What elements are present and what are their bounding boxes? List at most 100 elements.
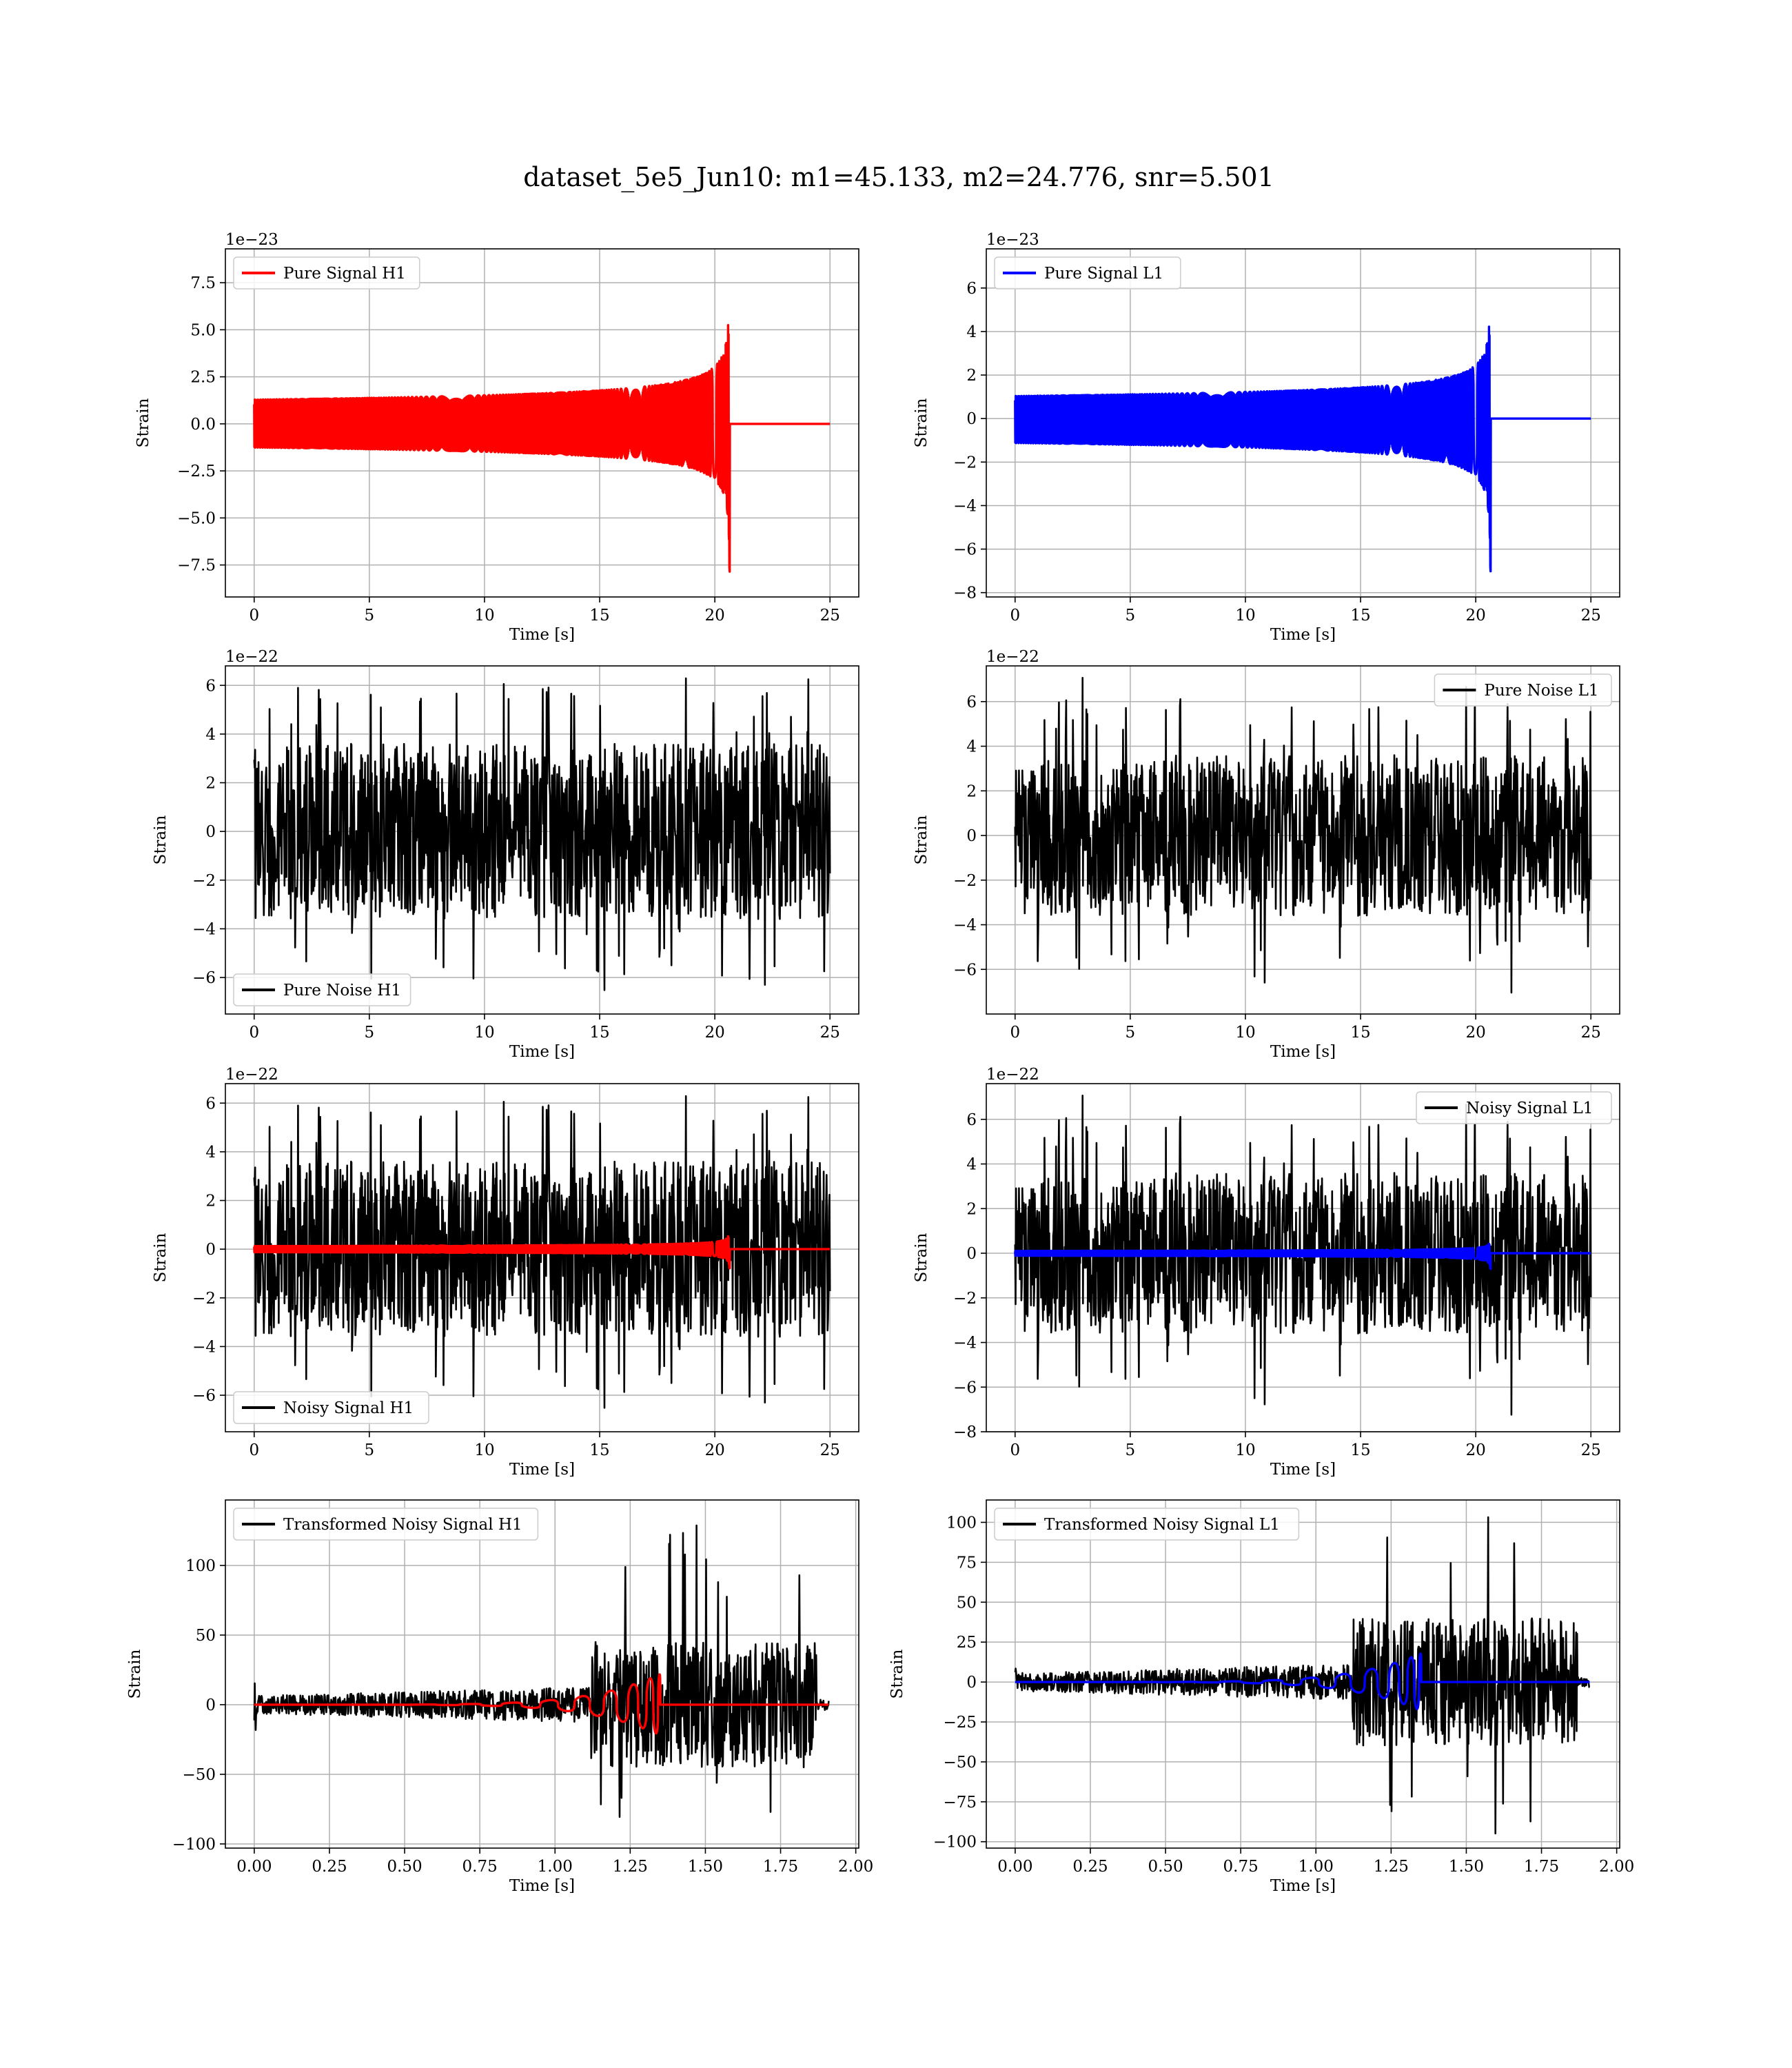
x-tick-label: 15 xyxy=(589,1441,609,1459)
legend-label: Pure Noise L1 xyxy=(1484,682,1598,700)
x-tick-label: 10 xyxy=(474,1024,494,1042)
y-axis-label: Strain xyxy=(126,1649,144,1699)
x-tick-label: 20 xyxy=(704,1441,724,1459)
x-axis-label: Time [s] xyxy=(1270,626,1336,644)
series-line-overlay xyxy=(1014,1242,1592,1270)
x-tick-label: 1.50 xyxy=(1449,1858,1484,1876)
x-tick-label: 0 xyxy=(249,1024,259,1042)
y-axis-label: Strain xyxy=(152,815,170,864)
y-tick-label: −4 xyxy=(192,1338,216,1356)
y-tick-label: 2 xyxy=(966,1200,977,1218)
x-tick-label: 0 xyxy=(249,607,259,625)
y-tick-label: 75 xyxy=(957,1554,977,1572)
y-tick-label: 4 xyxy=(966,1156,977,1174)
y-tick-label: −25 xyxy=(943,1714,977,1732)
legend-box xyxy=(233,973,411,1006)
x-axis-label: Time [s] xyxy=(1270,1043,1336,1061)
y-tick-label: −2 xyxy=(953,454,977,472)
legend-box xyxy=(1434,673,1612,707)
noisy-signal-l1-panel: 0 5 10 15 20 25 −8 −6 −4 −2 0 2 4 6 Time [s] Strain 1e−2… xyxy=(913,1066,1620,1479)
y-tick-label: 6 xyxy=(205,1095,216,1113)
y-tick-label: −100 xyxy=(172,1836,216,1854)
axis-offset-label: 1e−22 xyxy=(225,648,278,666)
y-tick-label: 2 xyxy=(205,775,216,793)
y-tick-label: −5.0 xyxy=(177,509,216,527)
x-axis-label: Time [s] xyxy=(509,626,575,644)
plot-frame xyxy=(225,665,859,1015)
x-tick-label: 20 xyxy=(704,1024,724,1042)
y-tick-label: 0 xyxy=(205,1696,216,1714)
series-line-pure-noise-h1 xyxy=(253,677,831,991)
y-tick-label: −6 xyxy=(953,1379,977,1397)
pure-noise-l1-panel: 0 5 10 15 20 25 −6 −4 −2 0 2 4 6 Time [s] Strain 1e−22 P… xyxy=(913,648,1620,1061)
x-tick-label: 15 xyxy=(1350,607,1370,625)
x-tick-label: 0.00 xyxy=(236,1858,272,1876)
y-tick-label: −8 xyxy=(953,1423,977,1441)
pure-signal-l1-panel: 0 5 10 15 20 25 −8 −6 −4 −2 0 2 4 6 Time [s] Strain 1e−2… xyxy=(913,231,1620,644)
legend-label: Pure Noise H1 xyxy=(283,982,401,1000)
legend-box xyxy=(1416,1091,1612,1124)
legend-label: Noisy Signal L1 xyxy=(1466,1099,1593,1117)
x-tick-label: 2.00 xyxy=(838,1858,873,1876)
legend: Transformed Noisy Signal H1 xyxy=(233,1508,539,1541)
series-group xyxy=(253,677,831,991)
y-tick-label: 0 xyxy=(966,827,977,845)
y-tick-label: −4 xyxy=(953,917,977,935)
x-tick-label: 25 xyxy=(820,1441,840,1459)
x-tick-label: 25 xyxy=(1581,1024,1601,1042)
legend: Pure Noise L1 xyxy=(1434,673,1612,707)
x-tick-label: 5 xyxy=(365,1024,375,1042)
legend: Transformed Noisy Signal L1 xyxy=(994,1508,1300,1541)
legend-box xyxy=(233,1391,429,1424)
x-tick-label: 0.75 xyxy=(1223,1858,1259,1876)
y-axis-label: Strain xyxy=(913,815,930,864)
legend-box xyxy=(233,1508,539,1541)
series-line-pure-signal-l1 xyxy=(1014,325,1592,573)
x-tick-label: 10 xyxy=(1235,1441,1255,1459)
series-group xyxy=(253,1524,830,1818)
y-tick-label: −2 xyxy=(953,872,977,890)
y-tick-label: 4 xyxy=(966,738,977,756)
y-tick-label: 2.5 xyxy=(190,369,216,387)
plot-frame xyxy=(225,248,859,598)
x-tick-label: 0.25 xyxy=(312,1858,347,1876)
y-tick-label: −8 xyxy=(953,585,977,602)
x-axis-label: Time [s] xyxy=(1270,1461,1336,1479)
y-tick-label: 4 xyxy=(205,726,216,744)
y-tick-label: 0 xyxy=(966,1245,977,1263)
y-tick-label: 100 xyxy=(946,1514,977,1532)
y-tick-label: 100 xyxy=(185,1557,216,1575)
series-line-transformed-noisy-signal-l1 xyxy=(1014,1516,1591,1834)
axis-offset-label: 1e−22 xyxy=(225,1066,278,1084)
x-tick-label: 25 xyxy=(820,1024,840,1042)
legend-label: Pure Signal H1 xyxy=(283,265,406,283)
x-tick-label: 10 xyxy=(474,607,494,625)
y-tick-label: −6 xyxy=(953,541,977,559)
y-tick-label: 2 xyxy=(966,367,977,385)
y-tick-label: −4 xyxy=(192,920,216,938)
y-tick-label: −2.5 xyxy=(177,463,216,480)
x-tick-label: 1.25 xyxy=(1374,1858,1409,1876)
figure-title: dataset_5e5_Jun10: m1=45.133, m2=24.776,… xyxy=(523,162,1274,193)
axis-offset-label: 1e−23 xyxy=(225,231,278,249)
plot-frame xyxy=(225,1499,859,1849)
series-group xyxy=(1014,677,1592,994)
series-line-transformed-noisy-signal-h1 xyxy=(253,1524,830,1818)
y-tick-label: −100 xyxy=(933,1834,977,1852)
series-line-noisy-signal-l1 xyxy=(1014,1095,1592,1416)
x-axis-label: Time [s] xyxy=(509,1877,575,1895)
y-tick-label: −50 xyxy=(182,1766,216,1784)
x-tick-label: 15 xyxy=(589,607,609,625)
x-tick-label: 10 xyxy=(1235,1024,1255,1042)
legend-label: Noisy Signal H1 xyxy=(283,1399,414,1417)
y-tick-label: 4 xyxy=(205,1144,216,1162)
x-tick-label: 25 xyxy=(1581,1441,1601,1459)
series-line-overlay xyxy=(253,1673,830,1735)
y-tick-label: 0 xyxy=(205,823,216,841)
x-tick-label: 5 xyxy=(1126,1441,1136,1459)
series-line-pure-signal-h1 xyxy=(253,324,831,573)
x-tick-label: 5 xyxy=(1126,607,1136,625)
x-tick-label: 1.00 xyxy=(1299,1858,1334,1876)
x-tick-label: 10 xyxy=(474,1441,494,1459)
transformed-noisy-signal-l1-panel: 0.00 0.25 0.50 0.75 1.00 1.25 1.50 1.75 2.00 −100… xyxy=(888,1499,1634,1895)
